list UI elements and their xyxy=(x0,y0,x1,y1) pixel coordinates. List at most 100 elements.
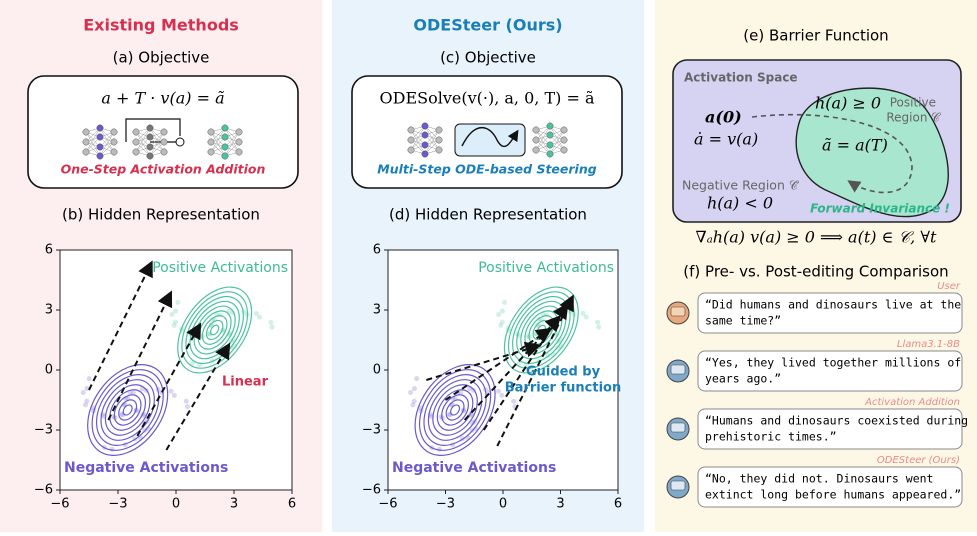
x-tick-label: 0 xyxy=(172,497,180,512)
sample-point xyxy=(411,386,417,392)
net-node xyxy=(146,152,154,160)
contour xyxy=(197,310,232,350)
net-edge xyxy=(149,127,165,153)
net-node xyxy=(421,131,429,139)
sample-point xyxy=(469,420,475,426)
y-tick-label: −6 xyxy=(34,483,53,498)
sample-point xyxy=(172,319,178,325)
method-label: Multi-Step ODE-based Steering xyxy=(377,162,596,177)
sample-point xyxy=(498,323,504,329)
net-node xyxy=(421,122,429,130)
net-node xyxy=(221,133,229,141)
sample-point xyxy=(580,310,586,316)
sample-point xyxy=(596,324,602,330)
contour xyxy=(104,384,151,436)
net-edge xyxy=(99,127,115,153)
contour xyxy=(100,379,155,441)
x-tick-label: 6 xyxy=(288,497,296,512)
contour xyxy=(414,364,496,456)
sample-point xyxy=(499,392,505,398)
positive-region-label: Positive xyxy=(890,96,936,110)
message-bubble xyxy=(697,408,963,450)
x-tick-label: −6 xyxy=(50,497,69,512)
net-node xyxy=(82,138,90,146)
net-node xyxy=(560,146,568,154)
net-node xyxy=(96,143,104,151)
net-node xyxy=(160,128,168,136)
role-label: ODESteer (Ours) xyxy=(877,455,960,466)
sample-point xyxy=(414,376,420,382)
x-tick-label: 6 xyxy=(614,497,622,512)
x-tick-label: 3 xyxy=(556,497,564,512)
annotation: Linear xyxy=(222,375,269,390)
avatar-face xyxy=(670,480,686,491)
net-edge xyxy=(549,125,565,151)
message-text: same time?” xyxy=(705,314,781,328)
message-text: “Yes, they lived together millions of xyxy=(705,356,961,370)
y-tick-label: 6 xyxy=(45,243,53,258)
sample-point xyxy=(438,414,444,420)
sample-point xyxy=(496,312,502,318)
message-bubble xyxy=(697,466,963,508)
end-label: ã = a(T) xyxy=(822,136,888,155)
sample-point xyxy=(207,331,213,337)
sample-point xyxy=(499,319,505,325)
sample-point xyxy=(544,312,550,318)
contour xyxy=(441,394,470,426)
header: Existing Methods xyxy=(83,16,239,35)
contour xyxy=(450,404,461,416)
net-node xyxy=(207,128,215,136)
contour xyxy=(209,324,220,336)
net-node xyxy=(546,141,554,149)
net-node xyxy=(96,152,104,160)
positive-condition: h(a) ≥ 0 xyxy=(815,94,881,113)
net-node xyxy=(435,136,443,144)
y-tick-label: 3 xyxy=(45,303,53,318)
dynamics-label: ȧ = v(a) xyxy=(694,130,758,149)
net-node xyxy=(132,128,140,136)
positive-region-label: Region 𝒞 xyxy=(886,111,941,125)
section-title: (a) Objective xyxy=(113,49,210,67)
sample-point xyxy=(168,388,174,394)
space-label: Activation Space xyxy=(684,71,798,85)
net-node xyxy=(96,124,104,132)
net-node xyxy=(146,133,154,141)
steering-arrow xyxy=(463,315,562,421)
avatar-face xyxy=(670,306,686,317)
net-node xyxy=(221,143,229,151)
sample-point xyxy=(410,402,416,408)
sample-point xyxy=(458,390,464,396)
net-edge xyxy=(535,129,551,155)
contour xyxy=(87,364,169,456)
net-edge xyxy=(424,129,440,155)
contour xyxy=(109,389,147,431)
sample-point xyxy=(257,314,263,320)
sample-point xyxy=(595,319,601,325)
annotation: Barrier function xyxy=(505,381,621,396)
net-node xyxy=(82,128,90,136)
net-edge xyxy=(135,131,151,157)
x-tick-label: 3 xyxy=(230,497,238,512)
y-tick-label: −6 xyxy=(362,483,381,498)
chat: User “Did humans and dinosaurs live at th… xyxy=(666,281,968,508)
net-node xyxy=(407,146,415,154)
contour xyxy=(423,374,487,446)
sample-point xyxy=(516,360,522,366)
net-node xyxy=(546,131,554,139)
net-edge xyxy=(210,131,226,157)
role-label: Llama3.1-8B xyxy=(897,339,960,350)
message-text: “Humans and dinosaurs coexisted during xyxy=(705,414,968,428)
role-label: User xyxy=(937,281,961,292)
y-tick-label: −3 xyxy=(362,423,381,438)
net-edge xyxy=(410,129,426,155)
net-node xyxy=(407,136,415,144)
net-node xyxy=(560,126,568,134)
sample-point xyxy=(171,323,177,329)
net-edge xyxy=(424,125,440,151)
net-node xyxy=(110,138,118,146)
contour xyxy=(181,291,249,369)
net-node xyxy=(207,148,215,156)
sample-point xyxy=(217,312,223,318)
theorem: ∇ₐh(a) v(a) ≥ 0 ⟹ a(t) ∈ 𝒞, ∀t xyxy=(696,228,937,247)
message-text: “Did humans and dinosaurs live at the xyxy=(705,298,961,312)
